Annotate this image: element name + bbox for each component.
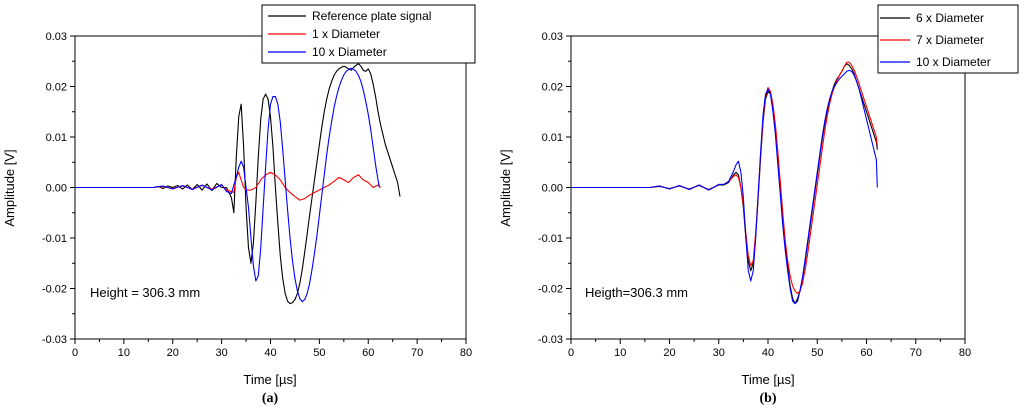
y-tick-label-a: 0.02 — [46, 82, 67, 94]
y-tick-label-a: 0.03 — [46, 31, 67, 43]
x-tick-label-a: 70 — [411, 347, 423, 359]
y-tick-label-b: -0.02 — [538, 284, 563, 296]
y-tick-label-b: 0.02 — [542, 82, 563, 94]
legend-label-b-2: 7 x Diameter — [916, 33, 984, 47]
series-line-a-3 — [75, 67, 381, 303]
chart-a: 0 10 20 30 40 50 60 70 80 -0.03 -0.02 -0.01 0.00 0.01… — [2, 4, 476, 406]
plot-frame-b — [570, 35, 966, 340]
x-tick-label-b: 50 — [811, 347, 823, 359]
x-tick-label-a: 60 — [362, 347, 374, 359]
legend-label-b-3: 10 x Diameter — [916, 55, 991, 69]
series-line-a-2 — [75, 171, 381, 201]
x-tick-label-b: 40 — [762, 347, 774, 359]
series-group-b — [571, 61, 878, 305]
y-axis-label-b: Amplitude [V] — [498, 149, 513, 226]
x-tick-label-a: 40 — [264, 347, 276, 359]
x-tick-label-a: 20 — [167, 347, 179, 359]
x-tick-label-a: 30 — [216, 347, 228, 359]
x-tick-label-b: 20 — [663, 347, 675, 359]
series-line-b-2 — [571, 61, 878, 295]
series-line-b-3 — [571, 69, 878, 305]
legend-label-a-1: Reference plate signal — [312, 9, 431, 23]
x-tick-label-b: 10 — [614, 347, 626, 359]
y-tick-label-b: 0.01 — [542, 132, 563, 144]
axes-b: 0 10 20 30 40 50 60 70 80 -0.03 -0.02 -0.01 0.00 0.01… — [538, 31, 971, 359]
legend-b: 6 x Diameter 7 x Diameter 10 x Diameter — [877, 4, 1019, 74]
y-tick-label-b: 0.03 — [542, 31, 563, 43]
x-tick-label-a: 0 — [72, 347, 78, 359]
x-tick-label-a: 50 — [313, 347, 325, 359]
annotation-a: Height = 306.3 mm — [90, 285, 200, 300]
x-tick-label-b: 30 — [713, 347, 725, 359]
y-tick-label-b: -0.01 — [538, 233, 563, 245]
series-group-a — [75, 63, 401, 305]
x-tick-label-b: 60 — [860, 347, 872, 359]
y-tick-label-a: -0.03 — [42, 334, 67, 346]
panel-label-a: (a) — [262, 391, 279, 406]
legend-label-b-1: 6 x Diameter — [916, 11, 984, 25]
y-tick-label-a: 0.00 — [46, 183, 67, 195]
legend-label-a-3: 10 x Diameter — [312, 45, 387, 59]
x-tick-label-b: 0 — [568, 347, 574, 359]
y-tick-label-b: -0.03 — [538, 334, 563, 346]
legend-label-a-2: 1 x Diameter — [312, 27, 380, 41]
series-line-a-1 — [75, 63, 401, 305]
y-tick-label-b: 0.00 — [542, 183, 563, 195]
y-tick-label-a: -0.01 — [42, 233, 67, 245]
x-axis-label-b: Time [µs] — [741, 372, 794, 387]
annotation-b: Heigth=306.3 mm — [585, 285, 688, 300]
panel-label-b: (b) — [759, 391, 776, 406]
axes-a: 0 10 20 30 40 50 60 70 80 -0.03 -0.02 -0.01 0.00 0.01… — [42, 31, 472, 359]
y-axis-label-a: Amplitude [V] — [2, 149, 17, 226]
x-tick-label-a: 10 — [118, 347, 130, 359]
x-axis-label-a: Time [µs] — [243, 372, 296, 387]
chart-b: 0 10 20 30 40 50 60 70 80 -0.03 -0.02 -0.01 0.00 0.01… — [498, 4, 1019, 406]
x-tick-label-a: 80 — [460, 347, 472, 359]
x-tick-label-b: 80 — [959, 347, 971, 359]
legend-a: Reference plate signal 1 x Diameter 10 x D… — [261, 4, 476, 64]
y-tick-label-a: 0.01 — [46, 132, 67, 144]
x-tick-label-b: 70 — [910, 347, 922, 359]
y-tick-label-a: -0.02 — [42, 284, 67, 296]
